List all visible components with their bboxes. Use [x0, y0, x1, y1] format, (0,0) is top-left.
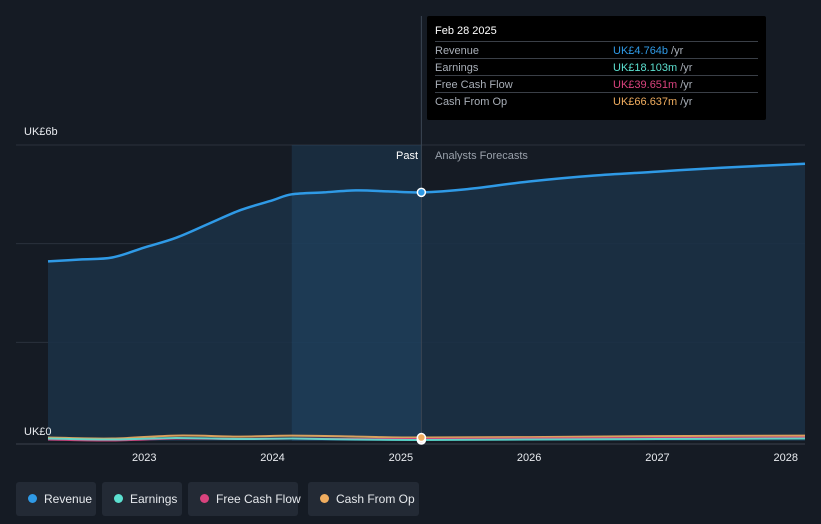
forecast-label: Analysts Forecasts — [435, 150, 528, 162]
revenue-dot-icon — [28, 494, 37, 503]
tooltip-row-label: Free Cash Flow — [435, 79, 513, 91]
tooltip-row-revenue: Revenue UK£4.764b/yr — [435, 41, 758, 59]
revenue-area — [48, 163, 805, 441]
legend-label: Revenue — [44, 492, 93, 506]
tooltip-row-value: UK£18.103m/yr — [613, 62, 693, 74]
past-label: Past — [396, 150, 419, 162]
marker-revenue — [416, 187, 427, 198]
series-line-revenue — [47, 162, 806, 263]
cash-from-op-dot-icon — [320, 494, 329, 503]
tooltip-row-label: Earnings — [435, 62, 479, 74]
legend-item-cash-from-op[interactable]: Cash From Op — [308, 482, 419, 516]
x-tick-label: 2025 — [389, 452, 413, 464]
marker-cash-from-op — [416, 432, 427, 443]
tooltip-row-cash-from-op: Cash From Op UK£66.637m/yr — [435, 92, 758, 110]
chart-area: 2023 2024 2025 2026 2027 2028 — [16, 16, 806, 464]
y-axis-top-label: UK£6b — [24, 126, 58, 138]
earnings-dot-icon — [114, 494, 123, 503]
legend-item-free-cash-flow[interactable]: Free Cash Flow — [188, 482, 301, 516]
tooltip-row-earnings: Earnings UK£18.103m/yr — [435, 58, 758, 76]
x-tick-label: 2023 — [132, 452, 156, 464]
free-cash-flow-dot-icon — [200, 494, 209, 503]
tooltip-row-value: UK£39.651m/yr — [613, 79, 693, 91]
series-line-cash-from-op — [47, 434, 806, 440]
x-tick-label: 2026 — [517, 452, 541, 464]
tooltip-row-value: UK£66.637m/yr — [613, 96, 693, 108]
x-tick-label: 2024 — [260, 452, 284, 464]
tooltip-date: Feb 28 2025 — [435, 25, 497, 37]
x-tick-label: 2027 — [645, 452, 669, 464]
past-highlight-band — [291, 145, 422, 441]
data-tooltip: Feb 28 2025 Revenue UK£4.764b/yr Earning… — [427, 16, 766, 120]
legend-label: Cash From Op — [336, 492, 415, 506]
tooltip-row-value: UK£4.764b/yr — [613, 45, 684, 57]
legend-item-earnings[interactable]: Earnings — [102, 482, 182, 516]
x-tick-label: 2028 — [774, 452, 798, 464]
legend-label: Free Cash Flow — [216, 492, 301, 506]
legend-item-revenue[interactable]: Revenue — [16, 482, 96, 516]
legend-label: Earnings — [130, 492, 178, 506]
tooltip-row-free-cash-flow: Free Cash Flow UK£39.651m/yr — [435, 75, 758, 93]
tooltip-row-label: Revenue — [435, 45, 480, 57]
tooltip-row-label: Cash From Op — [435, 96, 508, 108]
series-line-earnings — [47, 436, 806, 442]
y-axis-bottom-label: UK£0 — [24, 426, 52, 438]
